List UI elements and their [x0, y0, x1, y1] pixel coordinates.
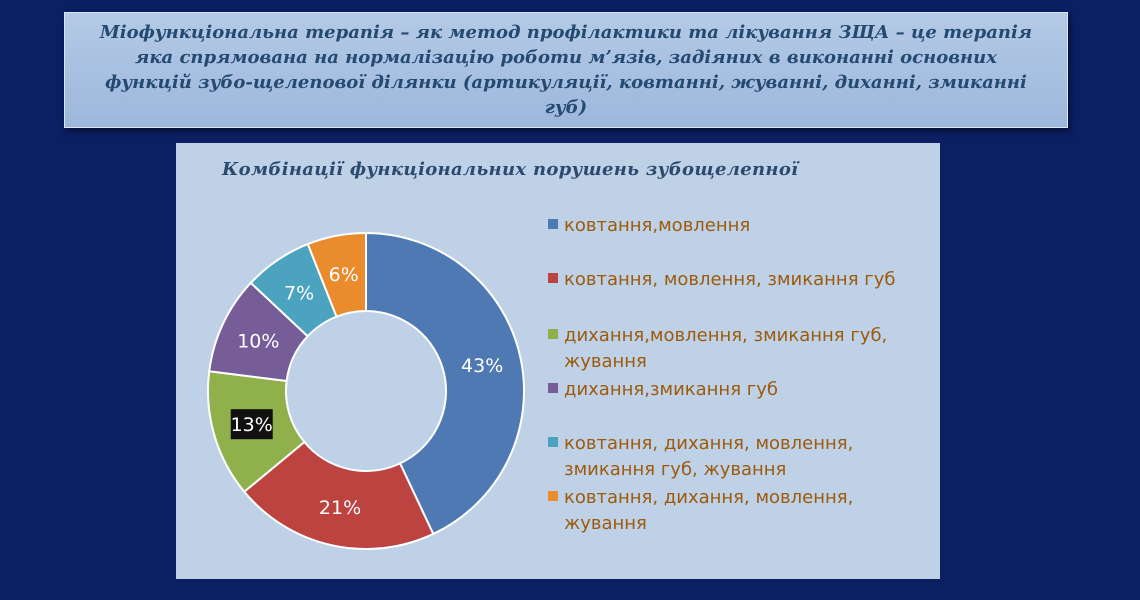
legend-item: дихання,змикання губ: [548, 377, 928, 403]
legend-item: ковтання,мовлення: [548, 213, 928, 239]
data-label-bg-5: [327, 259, 360, 290]
data-label-5: 6%: [329, 264, 359, 286]
data-label-bg-3: [237, 325, 280, 356]
legend-label: дихання,змикання губ: [564, 379, 778, 400]
data-label-bg-4: [283, 277, 316, 308]
legend-swatch: [548, 219, 558, 229]
data-label-3: 10%: [237, 330, 279, 352]
legend-label: ковтання, дихання, мовлення, змикання гу…: [564, 433, 854, 480]
legend-swatch: [548, 329, 558, 339]
data-label-0: 43%: [461, 355, 503, 377]
legend-label: ковтання,мовлення: [564, 215, 751, 236]
data-label-bg-1: [319, 492, 362, 523]
legend-swatch: [548, 273, 558, 283]
data-label-4: 7%: [284, 283, 314, 305]
header-text: Міофункціональна терапія – як метод проф…: [99, 22, 1033, 118]
chart-panel: Комбінації функціональних порушень зубощ…: [176, 143, 940, 579]
legend-item: ковтання, дихання, мовлення, жування: [548, 485, 928, 537]
legend-label: ковтання, мовлення, змикання губ: [564, 269, 896, 290]
donut-chart: 43% 21% 13% 10% 7% 6%: [207, 231, 525, 550]
legend-swatch: [548, 491, 558, 501]
donut-slice-0: [365, 231, 525, 536]
legend-label: дихання,мовлення, змикання губ, жування: [564, 325, 888, 372]
data-label-bg-0: [461, 350, 504, 381]
legend-label: ковтання, дихання, мовлення, жування: [564, 487, 854, 534]
legend-item: дихання,мовлення, змикання губ, жування: [548, 323, 928, 375]
legend-item: ковтання, мовлення, змикання губ: [548, 267, 928, 293]
header-box: Міофункціональна терапія – як метод проф…: [64, 12, 1068, 128]
chart-title: Комбінації функціональних порушень зубощ…: [222, 159, 799, 180]
legend-item: ковтання, дихання, мовлення, змикання гу…: [548, 431, 928, 483]
data-label-bg-2: [230, 409, 273, 440]
data-label-1: 21%: [319, 497, 361, 519]
legend-swatch: [548, 437, 558, 447]
data-label-2: 13%: [231, 414, 273, 436]
legend-swatch: [548, 383, 558, 393]
